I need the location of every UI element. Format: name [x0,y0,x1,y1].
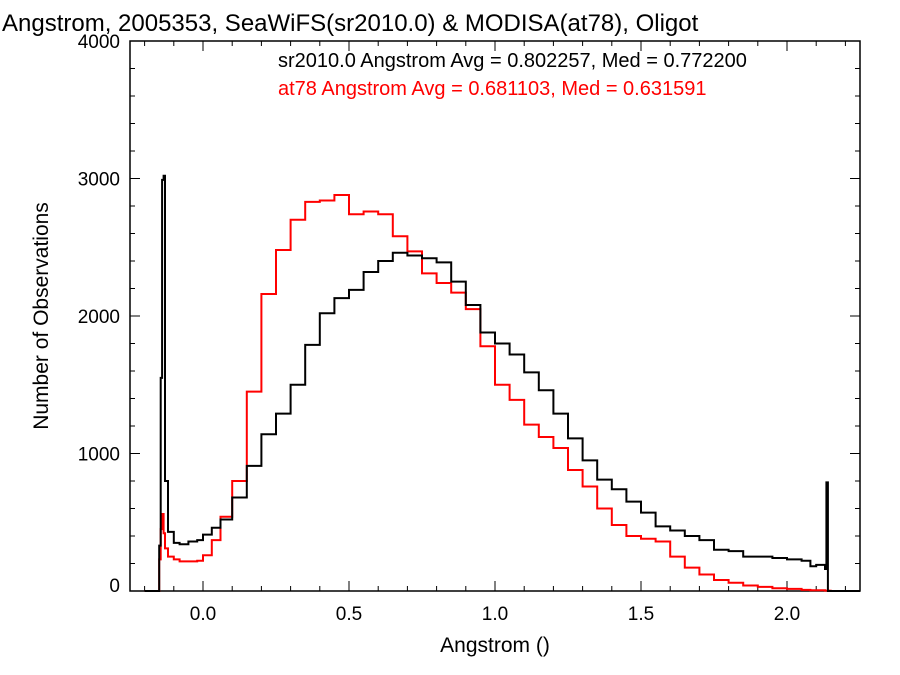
y-tick-label: 3000 [78,170,120,191]
stats-annotation-red: at78 Angstrom Avg = 0.681103, Med = 0.63… [278,78,706,100]
series-layer [144,174,860,592]
y-tick-label: 2000 [78,307,120,328]
y-axis-label: Number of Observations [30,202,53,430]
x-tick-label: 0.0 [190,604,216,625]
x-tick-label: 0.5 [336,604,362,625]
y-tick-label: 1000 [78,445,120,466]
axis-ticks [130,40,860,592]
tick-labels: 0.0 0.5 1.0 1.5 2.0 0 1000 2000 3000 4000 [78,32,800,625]
x-tick-label: 1.5 [628,604,654,625]
x-axis-label: Angstrom () [440,634,550,657]
series-sr2010-histogram [144,174,860,592]
x-tick-label: 1.0 [482,604,508,625]
chart-title: Angstrom, 2005353, SeaWiFS(sr2010.0) & M… [2,10,699,37]
y-tick-label: 0 [109,576,120,597]
stats-annotation-black: sr2010.0 Angstrom Avg = 0.802257, Med = … [278,50,747,72]
plot-frame [129,40,861,592]
series-at78-histogram [144,194,860,592]
x-tick-label: 2.0 [774,604,800,625]
y-tick-label: 4000 [78,32,120,53]
